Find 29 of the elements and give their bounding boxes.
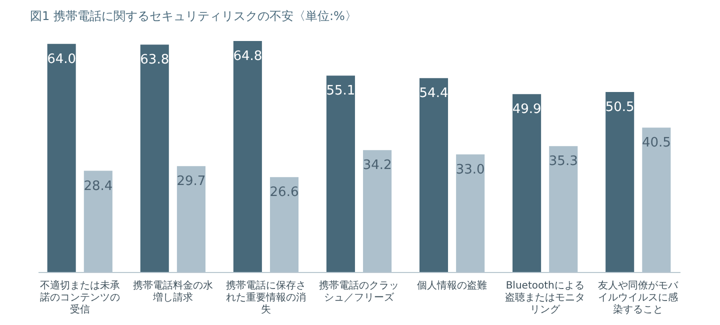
x-tick-label: Bluetoothによる盗聴またはモニタリング	[505, 280, 586, 316]
data-label: 55.1	[326, 84, 356, 99]
x-tick-label: 携帯電話のクラッシュ／フリーズ	[319, 280, 399, 304]
x-tick-label: 携帯電話料金の水増し請求	[132, 280, 213, 304]
data-label: 28.4	[84, 178, 113, 194]
bar	[326, 76, 355, 272]
data-label: 26.6	[270, 185, 299, 200]
x-tick-label: 友人や同僚がモバイルウイルスに感染すること	[598, 280, 680, 316]
data-label: 63.8	[140, 52, 170, 68]
x-tick-label: 携帯電話に保存された重要情報の消失	[226, 280, 306, 316]
data-label: 54.4	[419, 86, 448, 102]
bar	[606, 92, 634, 272]
bar	[419, 78, 448, 272]
bar	[47, 44, 76, 272]
data-label: 34.2	[362, 158, 392, 174]
x-tick-label: 個人情報の盗難	[417, 280, 488, 292]
data-label: 64.0	[47, 52, 76, 67]
data-label: 50.5	[605, 100, 634, 115]
data-label: 40.5	[642, 136, 671, 151]
data-label: 35.3	[548, 154, 578, 170]
data-label: 49.9	[512, 102, 542, 118]
data-label: 33.0	[456, 162, 485, 178]
bar	[512, 94, 542, 272]
data-label: 64.8	[233, 49, 262, 64]
chart-title: 図1 携帯電話に関するセキュリティリスクの不安〈単位:%〉	[30, 9, 357, 23]
x-tick-label: 不適切または未承諾のコンテンツの受信	[40, 280, 120, 316]
bar	[233, 41, 262, 272]
data-label: 29.7	[176, 174, 206, 190]
bar	[140, 44, 169, 272]
